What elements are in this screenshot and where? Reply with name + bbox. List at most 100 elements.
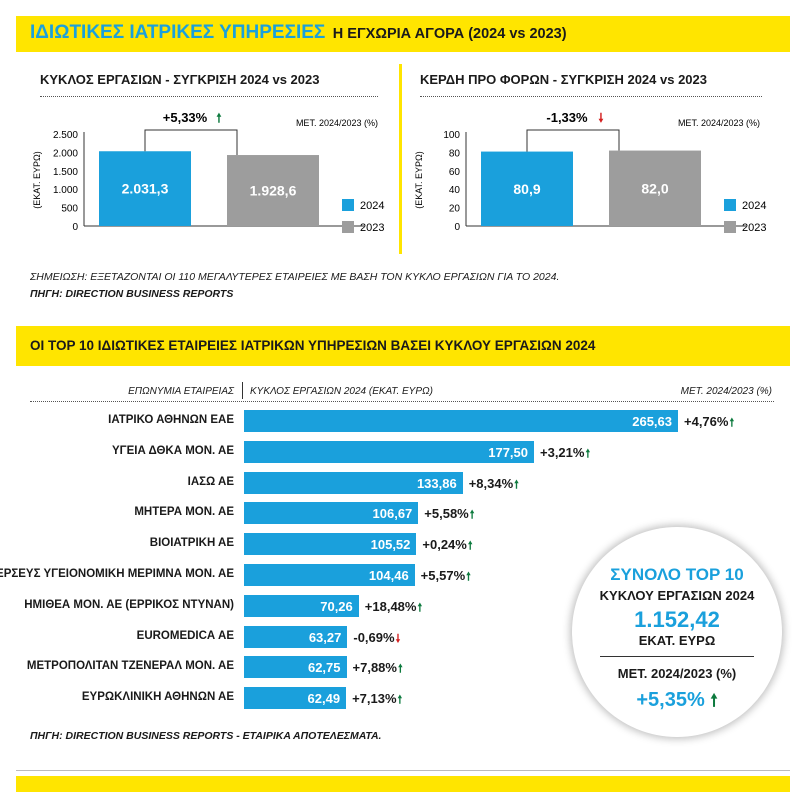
y-tick-label: 1.000 — [53, 185, 78, 196]
top10-title: ΟΙ TOP 10 ΙΔΙΩΤΙΚΕΣ ΕΤΑΙΡΕΙΕΣ ΙΑΤΡΙΚΩΝ Υ… — [30, 338, 596, 353]
legend-swatch — [724, 199, 736, 211]
y-tick-label: 100 — [443, 130, 460, 141]
total-change-value: +5,35% — [636, 689, 705, 711]
change-axis-label: ΜΕΤ. 2024/2023 (%) — [296, 118, 378, 128]
legend-label: 2023 — [742, 222, 766, 234]
total-change-label: ΜΕΤ. 2024/2023 (%) — [617, 666, 737, 681]
change-label: +5,58%🠕 — [424, 506, 474, 525]
change-value: +5,57% — [420, 568, 466, 583]
y-tick-label: 0 — [454, 222, 460, 233]
bar — [227, 155, 319, 226]
y-tick-label: 0 — [72, 222, 78, 233]
revenue-bar — [244, 440, 534, 463]
company-name: ΒΙΟΙΑΤΡΙΚΗ ΑΕ — [149, 537, 234, 550]
col-header-company: ΕΠΩΝΥΜΙΑ ΕΤΑΙΡΕΙΑΣ — [128, 386, 234, 397]
y-tick-label: 1.500 — [53, 167, 78, 178]
company-name: ΜΗΤΕΡΑ ΜΟΝ. ΑΕ — [134, 506, 234, 519]
revenue-bar — [244, 625, 348, 648]
y-tick-label: 2.500 — [53, 130, 78, 141]
change-value: -1,33% — [546, 110, 588, 125]
change-bracket — [144, 129, 238, 156]
arrow-up-icon: 🠕 — [710, 691, 718, 710]
change-label: +7,88%🠕 — [353, 660, 403, 679]
revenue-chart: 0 500 1.000 1.500 2.000 2.500 (ΕΚΑΤ. ΕΥΡΩ) 2.03… — [32, 109, 384, 234]
total-value: 1.152,42 — [634, 607, 720, 632]
revenue-bar — [244, 533, 417, 556]
arrow-up-icon: 🠕 — [466, 571, 471, 583]
revenue-chart-title: ΚΥΚΛΟΣ ΕΡΓΑΣΙΩΝ - ΣΥΓΚΡΙΣΗ 2024 vs 2023 — [40, 72, 320, 87]
arrow-up-icon: 🠕 — [514, 478, 519, 491]
divider — [40, 96, 378, 97]
change-label: +5,57%🠕 — [421, 568, 471, 587]
bottom-rule — [16, 770, 790, 771]
revenue-bar — [244, 471, 463, 494]
change-label: +0,24%🠕 — [422, 537, 472, 556]
change-value: +7,88% — [352, 660, 397, 676]
revenue-bar — [244, 656, 347, 679]
bar — [99, 151, 191, 226]
change-value: +7,13% — [352, 691, 397, 707]
bar-value-label: 1.928,6 — [250, 183, 297, 199]
company-name: ΜΕΤΡΟΠΟΛΙΤΑΝ ΤΖΕΝΕΡΑΛ ΜΟΝ. ΑΕ — [26, 660, 234, 673]
arrow-up-icon: 🠕 — [216, 111, 221, 125]
header-band — [16, 16, 790, 52]
legend-label: 2024 — [742, 200, 766, 212]
bar-value-label: 105,52 — [370, 537, 411, 553]
y-axis-label: (ΕΚΑΤ. ΕΥΡΩ) — [32, 151, 42, 209]
revenue-bar — [244, 687, 347, 710]
change-label: +18,48%🠕 — [365, 599, 422, 618]
bar-value-label: 80,9 — [513, 181, 540, 197]
arrow-up-icon: 🠕 — [417, 601, 423, 614]
legend-swatch — [342, 199, 354, 211]
change-value: +5,58% — [424, 506, 469, 522]
change-label: +3,21%🠕 — [540, 445, 590, 464]
source-note-2: ΠΗΓΗ: DIRECTION BUSINESS REPORTS - ΕΤΑΙΡ… — [30, 730, 382, 742]
legend-label: 2024 — [360, 200, 384, 212]
arrow-down-icon: 🠗 — [395, 632, 401, 645]
bar-value-label: 106,67 — [372, 506, 413, 522]
section-band — [16, 326, 790, 366]
col-separator — [242, 382, 243, 399]
bar-value-label: 2.031,3 — [122, 181, 169, 197]
revenue-bar — [244, 594, 359, 617]
bar-value-label: 63,27 — [308, 629, 342, 645]
legend-swatch — [342, 221, 354, 233]
change-label-bg — [539, 109, 607, 125]
revenue-bar — [244, 502, 419, 525]
company-name: ΠΕΡΣΕΥΣ ΥΓΕΙΟΝΟΜΙΚΗ ΜΕΡΙΜΝΑ ΜΟΝ. ΑΕ — [0, 568, 234, 580]
company-name: ΥΓΕΙΑ ΔΘΚΑ ΜΟΝ. ΑΕ — [112, 444, 234, 457]
revenue-bar — [244, 564, 415, 586]
y-tick-label: 40 — [449, 185, 461, 196]
arrow-down-icon: 🠗 — [598, 111, 603, 125]
company-name: ΙΑΣΩ ΑΕ — [187, 475, 234, 488]
bar-value-label: 82,0 — [641, 180, 668, 196]
bar — [481, 151, 573, 226]
change-value: +8,34% — [468, 475, 514, 491]
revenue-bar — [244, 410, 678, 432]
change-label: -0,69%🠗 — [353, 630, 400, 649]
change-value: +4,76% — [684, 414, 729, 429]
arrow-up-icon: 🠕 — [467, 540, 473, 553]
page-title: ΙΔΙΩΤΙΚΕΣ ΙΑΤΡΙΚΕΣ ΥΠΗΡΕΣΙΕΣ — [30, 22, 326, 43]
change-label: +8,34%🠕 — [469, 476, 519, 495]
change-value: +3,21% — [540, 444, 585, 460]
bar-value-label: 62,75 — [307, 660, 341, 676]
change-label-bg — [157, 109, 225, 125]
total-change: +5,35% 🠕 — [572, 688, 782, 717]
y-tick-label: 60 — [449, 167, 461, 178]
arrow-up-icon: 🠕 — [397, 694, 403, 707]
company-name: ΗΜΙΘΕΑ ΜΟΝ. ΑΕ (ΕΡΡΙΚΟΣ ΝΤΥΝΑΝ) — [24, 598, 234, 611]
y-tick-label: 20 — [449, 204, 461, 215]
arrow-up-icon: 🠕 — [397, 663, 403, 676]
change-label: +7,13%🠕 — [352, 691, 402, 710]
bar-value-label: 133,86 — [416, 475, 457, 491]
change-label: +4,76%🠕 — [684, 414, 734, 433]
y-tick-label: 2.000 — [53, 148, 78, 159]
company-name: ΕΥΡΩΚΛΙΝΙΚΗ ΑΘΗΝΩΝ ΑΕ — [81, 691, 234, 704]
total-circle — [572, 527, 782, 737]
col-header-change: ΜΕΤ. 2024/2023 (%) — [680, 386, 772, 397]
arrow-up-icon: 🠕 — [469, 509, 475, 522]
page-subtitle: Η ΕΓΧΩΡΙΑ ΑΓΟΡΑ (2024 vs 2023) — [332, 26, 567, 42]
y-tick-label: 80 — [449, 148, 461, 159]
total-divider — [600, 656, 754, 657]
